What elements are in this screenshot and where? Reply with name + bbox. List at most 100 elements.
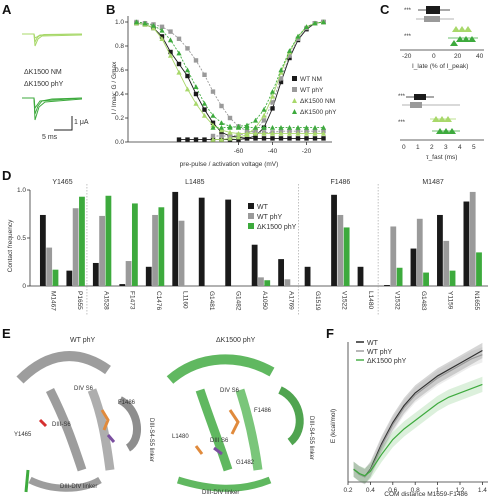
e-left-title: WT phY [70, 337, 95, 344]
d-x-tick-label: L1160 [182, 291, 189, 309]
b-point-0 [321, 136, 326, 141]
panel-label-b: B [106, 2, 116, 17]
b-point-2 [320, 131, 327, 136]
e-right-label-linker: DIII-DIV linker [202, 490, 239, 496]
b-point-1 [219, 103, 224, 109]
f-legend-label: WT [367, 340, 379, 347]
b-x-tick-label: -60 [234, 148, 244, 155]
panel-a-traces: ΔK1500 NM ΔK1500 phY 1 μA 5 ms [22, 33, 89, 141]
b-point-0 [287, 55, 292, 61]
trace2-label: ΔK1500 phY [24, 81, 64, 88]
d-bar-1 [284, 279, 291, 286]
panel-c-chart: *** *** -20 0 20 40 I_late (% of I_peak)… [398, 6, 484, 161]
f-x-tick-label: 1.2 [455, 487, 464, 494]
panel-e-structures: WT phY ΔK1500 phY DIV S6 DIII-S6 Y1465 D… [14, 337, 314, 496]
b-point-2 [261, 113, 267, 118]
d-bar-0 [410, 248, 417, 286]
b-point-2 [227, 129, 233, 135]
d-bar-0 [437, 214, 443, 286]
panel-label-e: E [2, 326, 11, 341]
b-point-1 [210, 89, 216, 94]
d-x-tick-label: P1655 [76, 291, 83, 310]
b-y-tick-label: 0.0 [115, 139, 124, 146]
b-point-3 [261, 107, 267, 112]
b-point-0 [312, 136, 318, 141]
f-x-tick-label: 0.2 [343, 487, 352, 494]
b-point-3 [303, 24, 310, 29]
b-point-1 [159, 24, 165, 29]
b-point-1 [176, 36, 182, 41]
b-point-3 [167, 37, 174, 43]
b-point-0 [270, 136, 275, 141]
right-protein-ribbon [166, 354, 304, 492]
panel-d-chart: Contact frequency 0 0.5 1.0 Y1465 L1485 F1486… [7, 179, 488, 316]
b-point-2 [184, 86, 191, 92]
b-point-3 [320, 125, 327, 130]
c-top-tick-3: 40 [476, 53, 484, 60]
panel-label-d: D [2, 168, 12, 183]
e-left-label-s4s5: DIII-S4-S5 linker [148, 418, 154, 462]
d-legend-swatch [248, 203, 254, 209]
b-y-tick-label: 1.0 [115, 19, 124, 26]
d-bar-2 [131, 203, 138, 286]
e-right-label-f1486: F1486 [254, 408, 272, 414]
d-bar-0 [357, 266, 364, 286]
d-y-tick-label: 0.5 [17, 235, 26, 242]
b-point-3 [218, 125, 225, 130]
b-point-2 [303, 131, 310, 136]
b-point-0 [176, 137, 182, 142]
b-point-3 [193, 84, 199, 89]
b-point-2 [218, 137, 225, 142]
d-bar-0 [331, 194, 337, 286]
b-point-3 [286, 125, 293, 130]
c-bottom-triangles [430, 116, 460, 134]
c-sig-top-2: *** [404, 34, 412, 40]
b-point-0 [193, 91, 199, 97]
trace-dk1500-nm [22, 33, 83, 47]
e-left-label-y1465: Y1465 [14, 432, 32, 438]
d-x-tick-label: C1476 [155, 291, 162, 311]
b-point-0 [193, 137, 199, 142]
f-legend-label: WT phY [367, 349, 392, 356]
d-legend-swatch [248, 213, 254, 219]
b-point-0 [287, 136, 292, 141]
d-bar-0 [145, 266, 152, 286]
c-bottom-axis-label: τ_fast (ms) [426, 154, 457, 161]
e-left-label-linker: DIII-DIV linker [60, 484, 97, 490]
b-point-1 [295, 36, 301, 41]
c-sig-top-1: *** [404, 8, 412, 14]
d-bar-2 [52, 269, 59, 286]
b-legend-marker [292, 87, 297, 92]
b-point-0 [236, 137, 241, 142]
f-x-tick-label: 0.8 [411, 487, 420, 494]
e-right-title: ΔK1500 phY [216, 337, 256, 344]
b-point-0 [253, 133, 258, 139]
b-point-1 [253, 127, 258, 133]
f-band-2 [353, 376, 483, 484]
b-point-1 [278, 76, 284, 81]
b-point-2 [261, 131, 267, 136]
d-bar-2 [396, 267, 403, 286]
f-x-tick-label: 0.6 [388, 487, 397, 494]
d-bar-1 [443, 240, 450, 286]
b-point-3 [278, 125, 284, 130]
b-point-3 [210, 113, 216, 118]
d-group-label: M1487 [422, 179, 444, 186]
b-point-3 [227, 125, 233, 130]
b-point-3 [295, 125, 301, 130]
d-bar-1 [337, 214, 344, 286]
f-band-1 [353, 347, 483, 485]
c-sig-bottom-2: *** [398, 120, 406, 126]
b-point-3 [320, 19, 327, 25]
f-series-line-2 [353, 383, 483, 477]
b-series-line-3 [213, 21, 324, 129]
d-legend-label: WT phY [257, 214, 282, 221]
b-point-3 [201, 101, 208, 106]
d-x-tick-label: A1528 [102, 291, 109, 310]
b-point-1 [219, 133, 224, 139]
d-x-tick-label: N1655 [473, 291, 480, 311]
d-x-tick-label: A1050 [261, 291, 268, 310]
scale-y-label: 1 μA [74, 119, 89, 126]
d-legend-label: ΔK1500 phY [257, 224, 297, 231]
b-point-1 [193, 58, 199, 63]
